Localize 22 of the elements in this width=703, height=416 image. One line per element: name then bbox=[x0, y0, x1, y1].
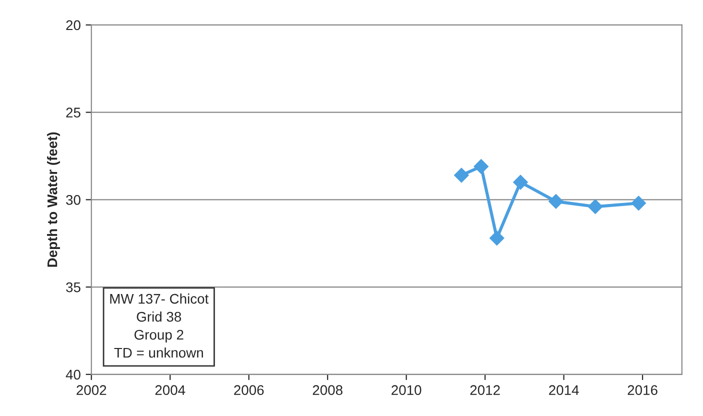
x-tick-label: 2012 bbox=[470, 385, 500, 396]
y-tick-label: 30 bbox=[66, 195, 80, 205]
x-tick-label: 2016 bbox=[628, 385, 658, 396]
point bbox=[454, 168, 469, 183]
annotation: MW 137- Chicot Grid 38 Group 2 TD = unknown bbox=[110, 294, 209, 358]
point bbox=[489, 230, 504, 246]
point bbox=[548, 194, 564, 209]
point bbox=[513, 174, 528, 190]
point bbox=[474, 159, 489, 174]
y-tick-label: 40 bbox=[66, 370, 80, 380]
y-tick-label: 35 bbox=[66, 282, 80, 292]
x-tick-label: 2010 bbox=[392, 385, 422, 396]
y-tick-label: 20 bbox=[66, 20, 80, 30]
x-tick-label: 2002 bbox=[76, 385, 106, 396]
x-tick-label: 2014 bbox=[549, 385, 579, 396]
x-tick-label: 2008 bbox=[312, 385, 342, 396]
y-tick-label: 25 bbox=[66, 108, 80, 118]
point bbox=[588, 199, 603, 214]
x-tick-label: 2004 bbox=[155, 385, 186, 396]
x-tick-label: 2006 bbox=[234, 385, 264, 396]
y-axis-title: Depth to Water (feet) bbox=[47, 132, 60, 267]
point bbox=[631, 196, 646, 211]
